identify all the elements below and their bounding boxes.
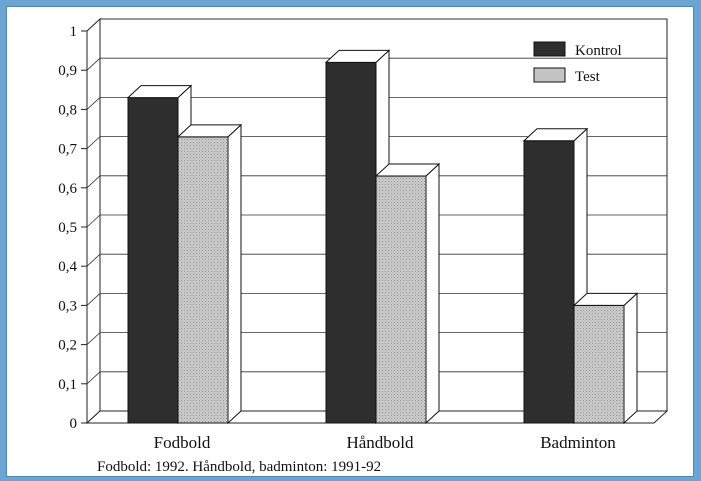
bar-top (572, 292, 639, 306)
bar-test-fodbold (176, 123, 243, 425)
y-tick-label: 0,5 (58, 220, 77, 236)
gridline (86, 292, 667, 306)
bar-top (324, 49, 391, 63)
y-tick-label: 0,7 (58, 142, 77, 158)
gridline (86, 175, 667, 189)
legend-swatch-kontrol (533, 41, 566, 57)
bar-test-håndbold (374, 162, 441, 425)
bar-front (523, 140, 575, 424)
gridline (86, 136, 667, 149)
bar-front (177, 136, 229, 424)
y-tick-label: 0,3 (58, 298, 77, 314)
gridline (86, 18, 667, 32)
y-tick-label: 1 (70, 24, 78, 40)
footnote: Fodbold: 1992. Håndbold, badminton: 1991… (97, 459, 382, 475)
y-tick-label: 0,4 (58, 259, 77, 275)
bar-top (522, 128, 589, 142)
gridline (86, 97, 667, 110)
bar-side (623, 292, 638, 425)
bar-top (126, 85, 193, 99)
y-tick-label: 0,9 (58, 63, 77, 79)
x-category-label: Badminton (540, 433, 616, 452)
x-category-label: Fodbold (154, 433, 211, 452)
gridline (86, 332, 667, 345)
bar-test-badminton (572, 292, 639, 425)
gridline (86, 214, 667, 228)
plot-area: 0 0,1 0,2 0,3 0,4 0,5 0,6 0,7 0,8 0,9 1 Fodbold Hånd… (58, 17, 669, 452)
bar-front (127, 97, 179, 424)
y-tick-label: 0,1 (58, 377, 77, 393)
gridline (86, 57, 667, 71)
bar-front (573, 304, 625, 424)
bar-side (227, 123, 242, 425)
bar-side (425, 162, 440, 425)
gridline (86, 253, 667, 267)
gridline (86, 371, 667, 385)
legend-label-test: Test (575, 69, 601, 85)
legend-label-kontrol: Kontrol (575, 43, 622, 59)
legend-swatch-test (533, 67, 566, 83)
y-tick-label: 0,6 (58, 181, 77, 197)
y-tick-label: 0,8 (58, 102, 77, 118)
bar-top (176, 124, 243, 138)
y-tick-label: 0 (70, 416, 78, 432)
bar-top (374, 163, 441, 177)
bar-front (375, 175, 427, 424)
y-tick-label: 0,2 (58, 338, 77, 354)
chart-frame: 0 0,1 0,2 0,3 0,4 0,5 0,6 0,7 0,8 0,9 1 Fodbold Hånd… (6, 6, 694, 477)
bar-front (325, 61, 377, 424)
bar-chart: 0 0,1 0,2 0,3 0,4 0,5 0,6 0,7 0,8 0,9 1 Fodbold Hånd… (58, 17, 669, 452)
x-category-label: Håndbold (346, 433, 414, 452)
